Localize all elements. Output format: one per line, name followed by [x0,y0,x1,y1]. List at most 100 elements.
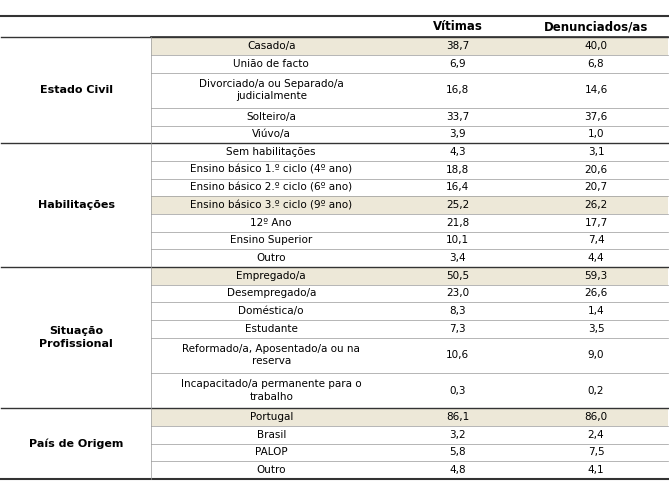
Text: Desempregado/a: Desempregado/a [227,289,316,298]
Text: 4,3: 4,3 [450,147,466,157]
Text: Ensino básico 3.º ciclo (9º ano): Ensino básico 3.º ciclo (9º ano) [190,200,353,210]
Text: 3,2: 3,2 [450,430,466,440]
Bar [151,161,668,178]
Text: 20,7: 20,7 [585,182,607,193]
Bar [151,338,668,373]
Text: 6,8: 6,8 [587,59,604,69]
Text: 9,0: 9,0 [588,350,604,360]
Text: Reformado/a, Aposentado/a ou na
reserva: Reformado/a, Aposentado/a ou na reserva [182,344,360,367]
Bar [1,108,151,125]
Text: 3,9: 3,9 [450,129,466,139]
Text: Denunciados/as: Denunciados/as [544,20,648,33]
Bar [1,373,151,408]
Bar [1,143,151,267]
Text: Portugal: Portugal [250,412,293,422]
Text: Brasil: Brasil [256,430,286,440]
Text: 12º Ano: 12º Ano [250,218,292,228]
Bar [1,125,151,143]
Text: 3,5: 3,5 [587,324,604,334]
Text: 10,1: 10,1 [446,235,470,245]
Text: Ensino básico 2.º ciclo (6º ano): Ensino básico 2.º ciclo (6º ano) [190,182,353,193]
Text: Outro: Outro [256,465,286,475]
Text: 50,5: 50,5 [446,270,470,281]
Text: PALOP: PALOP [255,447,288,457]
Bar [151,214,668,232]
Bar [151,302,668,320]
Bar [1,232,151,249]
Text: 26,6: 26,6 [584,289,607,298]
Bar [151,320,668,338]
Bar [151,232,668,249]
Text: Outro: Outro [256,253,286,263]
Bar [1,249,151,267]
Text: 25,2: 25,2 [446,200,470,210]
Text: 3,4: 3,4 [450,253,466,263]
Bar [1,408,151,426]
Bar [151,125,668,143]
Text: 5,8: 5,8 [450,447,466,457]
Text: 18,8: 18,8 [446,165,470,175]
Text: Vítimas: Vítimas [433,20,483,33]
Text: 40,0: 40,0 [585,41,607,51]
Bar [1,214,151,232]
Bar [1,196,151,214]
Text: Habilitações: Habilitações [38,200,115,210]
Text: 59,3: 59,3 [584,270,607,281]
Text: Doméstica/o: Doméstica/o [238,306,304,316]
Text: Incapacitado/a permanente para o
trabalho: Incapacitado/a permanente para o trabalh… [181,379,361,402]
Text: Ensino Superior: Ensino Superior [230,235,312,245]
Text: Divorciado/a ou Separado/a
judicialmente: Divorciado/a ou Separado/a judicialmente [199,79,344,101]
Bar [151,426,668,443]
Bar [1,143,151,161]
Text: 26,2: 26,2 [584,200,607,210]
Text: 86,1: 86,1 [446,412,470,422]
Text: Viúvo/a: Viúvo/a [252,129,290,139]
Bar [151,196,668,214]
Bar [151,408,668,426]
Bar [1,267,151,285]
Bar [1,178,151,196]
Text: 7,3: 7,3 [450,324,466,334]
Bar [1,37,151,143]
Text: União de facto: União de facto [233,59,309,69]
Text: 4,8: 4,8 [450,465,466,475]
Text: 10,6: 10,6 [446,350,470,360]
Bar [151,178,668,196]
Text: 1,4: 1,4 [587,306,604,316]
Text: 17,7: 17,7 [584,218,607,228]
Bar [1,302,151,320]
Bar [1,16,668,37]
Bar [1,320,151,338]
Bar [1,338,151,373]
Text: 16,4: 16,4 [446,182,470,193]
Text: 4,4: 4,4 [587,253,604,263]
Bar [151,267,668,285]
Bar [1,285,151,302]
Bar [151,249,668,267]
Text: 38,7: 38,7 [446,41,470,51]
Text: 16,8: 16,8 [446,85,470,95]
Bar [1,267,151,408]
Bar [1,37,151,55]
Text: 23,0: 23,0 [446,289,470,298]
Bar [151,55,668,73]
Text: 3,1: 3,1 [587,147,604,157]
Bar [1,426,151,443]
Bar [151,108,668,125]
Text: 86,0: 86,0 [585,412,607,422]
Text: 8,3: 8,3 [450,306,466,316]
Text: 0,3: 0,3 [450,386,466,395]
Bar [151,37,668,55]
Text: 14,6: 14,6 [584,85,607,95]
Text: 20,6: 20,6 [585,165,607,175]
Bar [151,443,668,461]
Text: Sem habilitações: Sem habilitações [227,147,316,157]
Text: 37,6: 37,6 [584,112,607,122]
Text: Empregado/a: Empregado/a [236,270,306,281]
Bar [151,461,668,479]
Text: 6,9: 6,9 [450,59,466,69]
Bar [1,461,151,479]
Bar [151,73,668,108]
Text: Ensino básico 1.º ciclo (4º ano): Ensino básico 1.º ciclo (4º ano) [190,165,353,175]
Text: 0,2: 0,2 [588,386,604,395]
